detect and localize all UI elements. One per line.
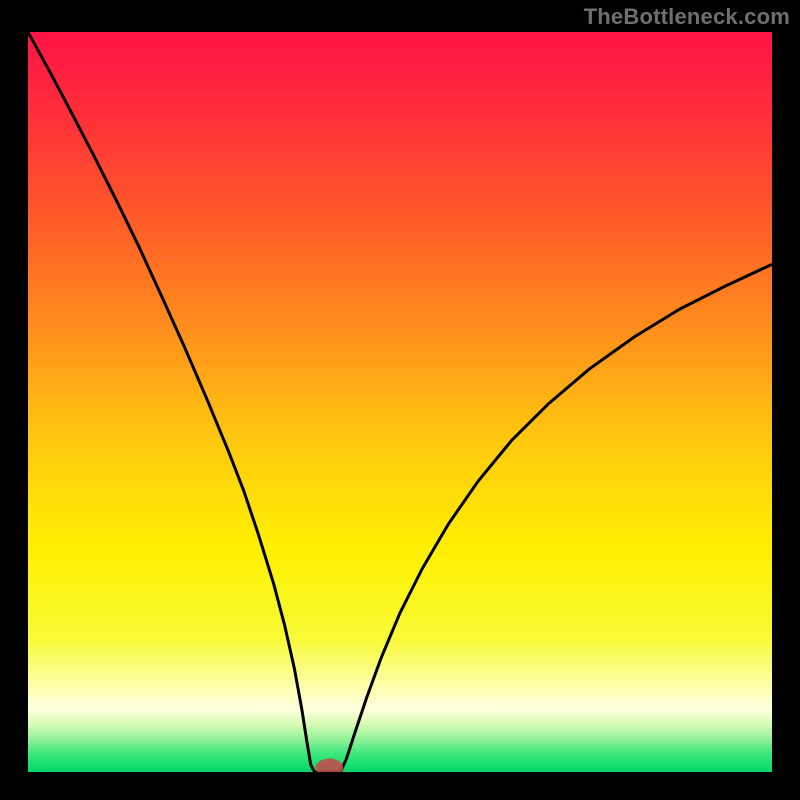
watermark-text: TheBottleneck.com <box>584 4 790 30</box>
plot-background-gradient <box>28 32 772 772</box>
chart-wrapper: TheBottleneck.com <box>0 0 800 800</box>
bottleneck-chart <box>0 0 800 800</box>
